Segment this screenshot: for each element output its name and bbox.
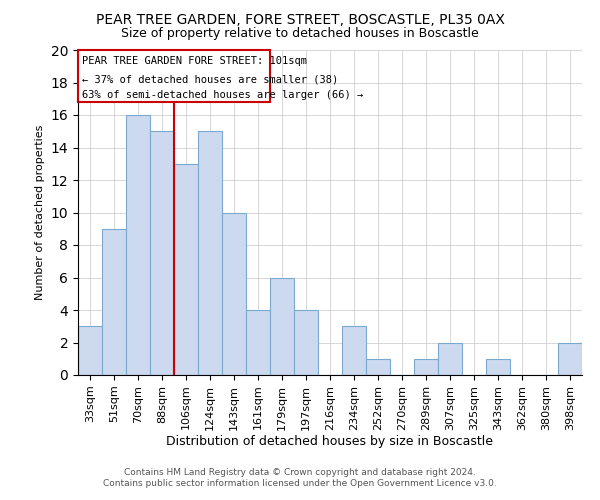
Bar xyxy=(198,131,222,375)
Bar xyxy=(126,115,150,375)
Text: Size of property relative to detached houses in Boscastle: Size of property relative to detached ho… xyxy=(121,28,479,40)
Bar xyxy=(246,310,270,375)
Bar xyxy=(438,342,462,375)
Bar xyxy=(486,359,510,375)
Bar xyxy=(78,326,102,375)
Text: ← 37% of detached houses are smaller (38): ← 37% of detached houses are smaller (38… xyxy=(82,74,338,84)
Bar xyxy=(174,164,198,375)
Text: PEAR TREE GARDEN FORE STREET: 101sqm: PEAR TREE GARDEN FORE STREET: 101sqm xyxy=(82,56,307,66)
Text: PEAR TREE GARDEN, FORE STREET, BOSCASTLE, PL35 0AX: PEAR TREE GARDEN, FORE STREET, BOSCASTLE… xyxy=(95,12,505,26)
Text: Contains HM Land Registry data © Crown copyright and database right 2024.
Contai: Contains HM Land Registry data © Crown c… xyxy=(103,468,497,487)
Bar xyxy=(270,278,294,375)
Bar xyxy=(150,131,174,375)
FancyBboxPatch shape xyxy=(78,50,270,102)
Bar xyxy=(102,229,126,375)
Bar xyxy=(366,359,390,375)
Bar xyxy=(342,326,366,375)
Bar xyxy=(558,342,582,375)
Bar xyxy=(294,310,318,375)
Bar xyxy=(222,212,246,375)
X-axis label: Distribution of detached houses by size in Boscastle: Distribution of detached houses by size … xyxy=(167,436,493,448)
Text: 63% of semi-detached houses are larger (66) →: 63% of semi-detached houses are larger (… xyxy=(82,90,364,101)
Bar xyxy=(414,359,438,375)
Y-axis label: Number of detached properties: Number of detached properties xyxy=(35,125,45,300)
